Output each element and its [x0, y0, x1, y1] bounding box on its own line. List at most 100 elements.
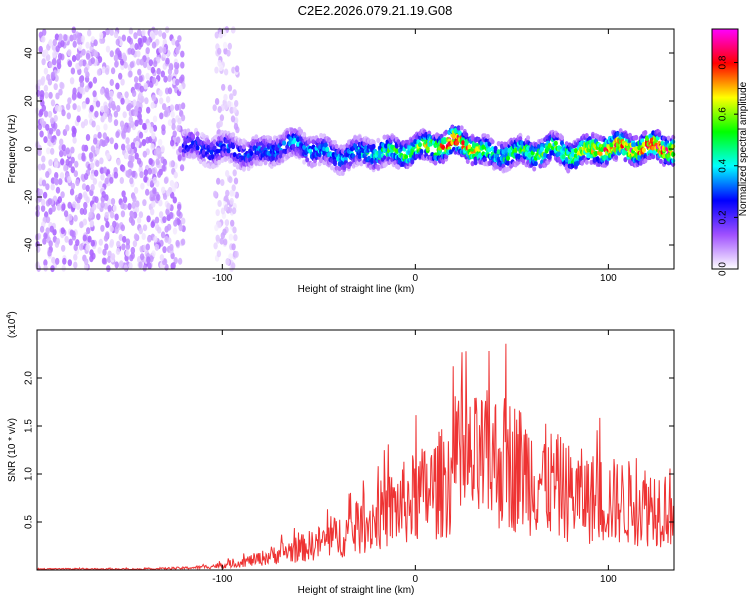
spectrogram-cell: [71, 230, 76, 238]
spectrogram-cell: [82, 59, 87, 67]
spectrogram-cell: [93, 50, 99, 58]
y-tick-label: 1.5: [24, 419, 35, 433]
spectrogram-cell: [333, 139, 337, 146]
spectrogram-cell: [88, 81, 93, 89]
spectrogram-cell: [173, 181, 179, 189]
spectrogram-cell: [323, 142, 328, 148]
spectrogram-cell: [55, 128, 61, 136]
spectrogram-cell: [138, 211, 144, 219]
spectrogram-cell: [67, 201, 72, 209]
spectrogram-cell: [60, 40, 65, 48]
spectrogram-cell: [589, 153, 594, 159]
spectrogram-cell: [39, 94, 44, 102]
spectrogram-cell: [419, 148, 424, 155]
spectrogram-cell: [191, 140, 195, 146]
spectrogram-cell: [634, 134, 639, 141]
spectrogram-cell: [77, 153, 83, 161]
spectrogram-cell: [396, 164, 401, 170]
spectrogram-cell: [73, 253, 78, 261]
spectrogram-cell: [254, 134, 259, 140]
spectrogram-cell: [171, 38, 176, 46]
spectrogram-cell: [228, 142, 232, 149]
spectrogram-cell: [105, 28, 111, 36]
spectrogram-cell: [217, 106, 222, 113]
spectrogram-cell: [249, 160, 254, 166]
spectrogram-cell: [444, 129, 449, 135]
spectrogram-cell: [319, 157, 324, 164]
colorbar-frame: [711, 28, 739, 270]
spectrogram-cell: [221, 83, 226, 91]
spectrogram-cell: [131, 90, 137, 97]
spectrogram-cell: [152, 124, 158, 132]
spectrogram-cell: [65, 124, 70, 132]
spectrogram-cell: [212, 139, 217, 145]
spectrogram-cell: [279, 150, 283, 156]
spectrogram-cell: [112, 204, 118, 212]
spectrogram-cell: [53, 114, 58, 122]
spectrogram-cell: [603, 154, 608, 160]
spectrogram-cell: [216, 177, 221, 185]
spectrogram-cell: [137, 68, 142, 76]
spectrogram-cell: [140, 182, 145, 190]
spectrogram-cell: [39, 108, 44, 116]
spectrogram-cell: [72, 201, 77, 209]
spectrogram-cell: [142, 264, 147, 272]
spectrogram-cell: [130, 247, 136, 254]
spectrogram-cell: [73, 214, 78, 222]
spectrogram-cell: [129, 61, 135, 69]
spectrogram-cell: [59, 172, 65, 180]
spectrogram-cell: [60, 227, 65, 235]
spectrogram-cell: [81, 154, 86, 162]
spectrogram-cell: [107, 204, 112, 212]
spectrogram-cell: [195, 131, 200, 137]
spectrogram-cell: [103, 234, 109, 242]
spectrogram-cell: [377, 153, 382, 159]
spectrogram-cell: [168, 62, 174, 70]
spectrogram-cell: [268, 138, 273, 144]
spectrogram-cell: [252, 145, 257, 151]
spectrogram-cell: [165, 96, 171, 103]
spectrogram-cell: [215, 148, 220, 154]
spectrogram-cell: [115, 247, 121, 255]
spectrogram-cell: [72, 103, 77, 111]
spectrogram-cell: [340, 170, 345, 176]
spectrogram-cell: [128, 70, 133, 78]
spectrogram-cell: [114, 60, 119, 68]
spectrogram-cell: [138, 261, 143, 269]
spectrogram-cell: [43, 264, 48, 272]
spectrogram-cell: [93, 39, 98, 47]
spectrogram-cell: [441, 144, 446, 150]
spectrogram-cell: [175, 239, 180, 247]
spectrogram-cell: [222, 41, 228, 49]
spectrogram-cell: [643, 158, 648, 164]
spectrogram-cell: [45, 54, 51, 62]
spectrogram-cell: [302, 159, 307, 165]
spectrogram-cell: [176, 124, 181, 132]
spectrogram-cell: [230, 219, 235, 227]
spectrogram-cell: [103, 104, 109, 112]
spectrogram-cell: [39, 117, 45, 125]
spectrogram-cell: [120, 78, 125, 86]
spectrogram-cell: [234, 250, 239, 258]
spectrogram-cell: [138, 227, 143, 235]
spectrogram-cell: [540, 146, 544, 152]
spectrogram-cell: [128, 216, 134, 224]
spectrogram-cell: [618, 128, 623, 134]
spectrogram-cell: [155, 158, 160, 166]
spectrogram-cell: [158, 46, 163, 54]
spectrogram-cell: [115, 47, 121, 55]
spectrogram-cell: [228, 176, 233, 184]
spectrogram-cell: [231, 243, 236, 251]
spectrogram-cell: [136, 157, 142, 165]
spectrogram-cell: [71, 93, 77, 101]
spectrogram-cell: [97, 131, 102, 139]
spectrogram-cell: [78, 76, 84, 83]
spectrogram-cell: [46, 74, 51, 81]
spectrogram-cell: [230, 115, 236, 123]
spectrogram-cell: [172, 196, 177, 204]
spectrogram-cell: [217, 221, 222, 229]
spectrogram-cell: [95, 147, 100, 155]
spectrogram-cell: [180, 114, 186, 122]
spectrogram-cell: [50, 99, 56, 107]
spectrogram-cell: [73, 261, 78, 269]
